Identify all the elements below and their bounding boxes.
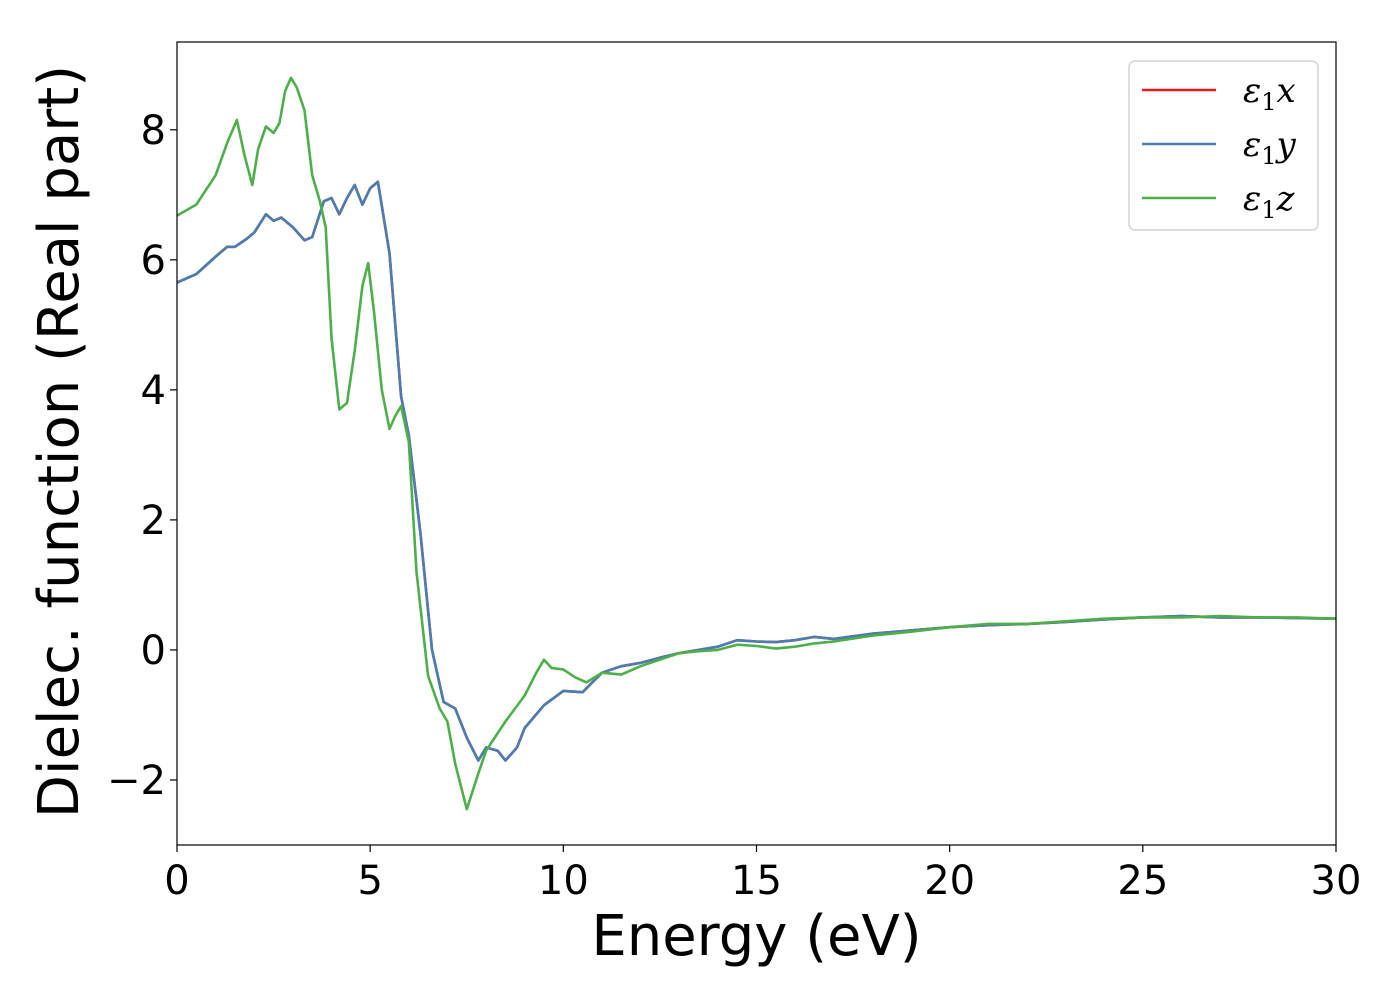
y-tick-label: 0 [141,628,166,674]
series-layer [177,76,1336,811]
y-tick-label: 6 [141,238,166,284]
x-axis: 0 5 10 15 20 25 30 [164,845,1361,904]
series-line-z [177,76,1336,811]
legend-label-x: ε1x [1243,71,1296,116]
x-tick-label: 25 [1117,858,1168,904]
legend-label-y: ε1y [1243,125,1297,170]
y-tick-label: 4 [141,368,166,414]
x-tick-label: 10 [538,858,589,904]
y-tick-label: 2 [141,498,166,544]
y-tick-label: 8 [141,108,166,154]
legend-label-z: ε1z [1243,179,1296,224]
legend-box [1128,60,1319,231]
x-tick-label: 15 [731,858,782,904]
y-axis-title: Dielec. function (Real part) [27,65,92,818]
y-axis: −2 0 2 4 6 8 [107,108,177,804]
x-tick-label: 5 [357,858,382,904]
x-axis-title: Energy (eV) [591,904,921,969]
legend: ε1x ε1y ε1z [1128,60,1319,231]
x-tick-label: 0 [164,858,189,904]
x-tick-label: 30 [1311,858,1362,904]
y-tick-label: −2 [107,758,166,804]
x-tick-label: 20 [924,858,975,904]
